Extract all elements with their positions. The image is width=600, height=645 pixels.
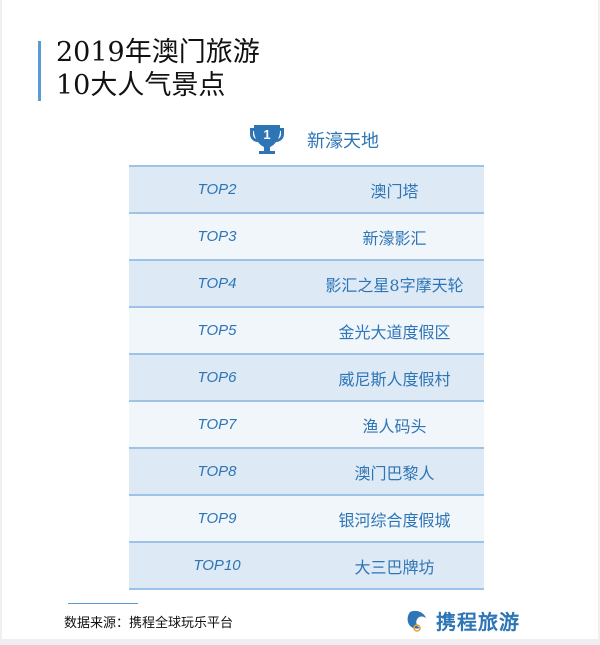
title-line-1: 2019年澳门旅游 — [56, 37, 260, 68]
attraction-name: 澳门巴黎人 — [354, 463, 435, 483]
attraction-name: 威尼斯人度假村 — [338, 369, 451, 389]
table-row: TOP10 大三巴牌坊 — [129, 543, 484, 590]
rank-label: TOP7 — [197, 416, 237, 433]
attraction-name: 澳门塔 — [370, 181, 419, 201]
ctrip-logo: 携程旅游 — [404, 606, 520, 635]
attraction-name: 银河综合度假城 — [338, 510, 451, 530]
title-line-2: 10大人气景点 — [56, 70, 226, 101]
logo-text: 携程旅游 — [436, 610, 520, 634]
rank-label: TOP3 — [197, 228, 237, 245]
rank-label: TOP4 — [197, 275, 237, 292]
attraction-name: 新濠影汇 — [362, 228, 427, 248]
rank-label: TOP8 — [197, 463, 237, 480]
attraction-name: 金光大道度假区 — [338, 322, 451, 342]
dolphin-logo-icon — [407, 610, 426, 632]
table-row: TOP3 新濠影汇 — [129, 214, 484, 261]
rank-label: TOP5 — [197, 322, 237, 339]
table-row: TOP4 影汇之星8字摩天轮 — [129, 261, 484, 308]
attraction-name: 渔人码头 — [362, 416, 427, 436]
trophy-icon: 1 — [250, 125, 284, 154]
data-source: 数据来源：携程全球玩乐平台 — [64, 616, 234, 631]
top1-entry: 1 新濠天地 — [249, 122, 379, 158]
rank-badge: 1 — [263, 127, 270, 142]
ranking-table: TOP2 澳门塔 TOP3 新濠影汇 TOP4 影汇之星8字摩天轮 TOP5 金光大道度假区 T… — [129, 165, 484, 590]
rank-label: TOP6 — [197, 369, 237, 386]
page-title: 2019年澳门旅游 10大人气景点 — [56, 36, 260, 102]
table-row: TOP5 金光大道度假区 — [129, 308, 484, 355]
source-divider — [68, 603, 138, 604]
rank-label: TOP2 — [197, 181, 237, 198]
rank-label: TOP9 — [197, 510, 237, 527]
table-row: TOP8 澳门巴黎人 — [129, 449, 484, 496]
table-row: TOP2 澳门塔 — [129, 167, 484, 214]
table-row: TOP6 威尼斯人度假村 — [129, 355, 484, 402]
title-accent-bar — [38, 41, 41, 101]
top1-name: 新濠天地 — [307, 131, 379, 152]
attraction-name: 大三巴牌坊 — [354, 557, 435, 577]
table-row: TOP9 银河综合度假城 — [129, 496, 484, 543]
rank-label: TOP10 — [193, 557, 241, 574]
table-row: TOP7 渔人码头 — [129, 402, 484, 449]
attraction-name: 影汇之星8字摩天轮 — [325, 275, 464, 295]
